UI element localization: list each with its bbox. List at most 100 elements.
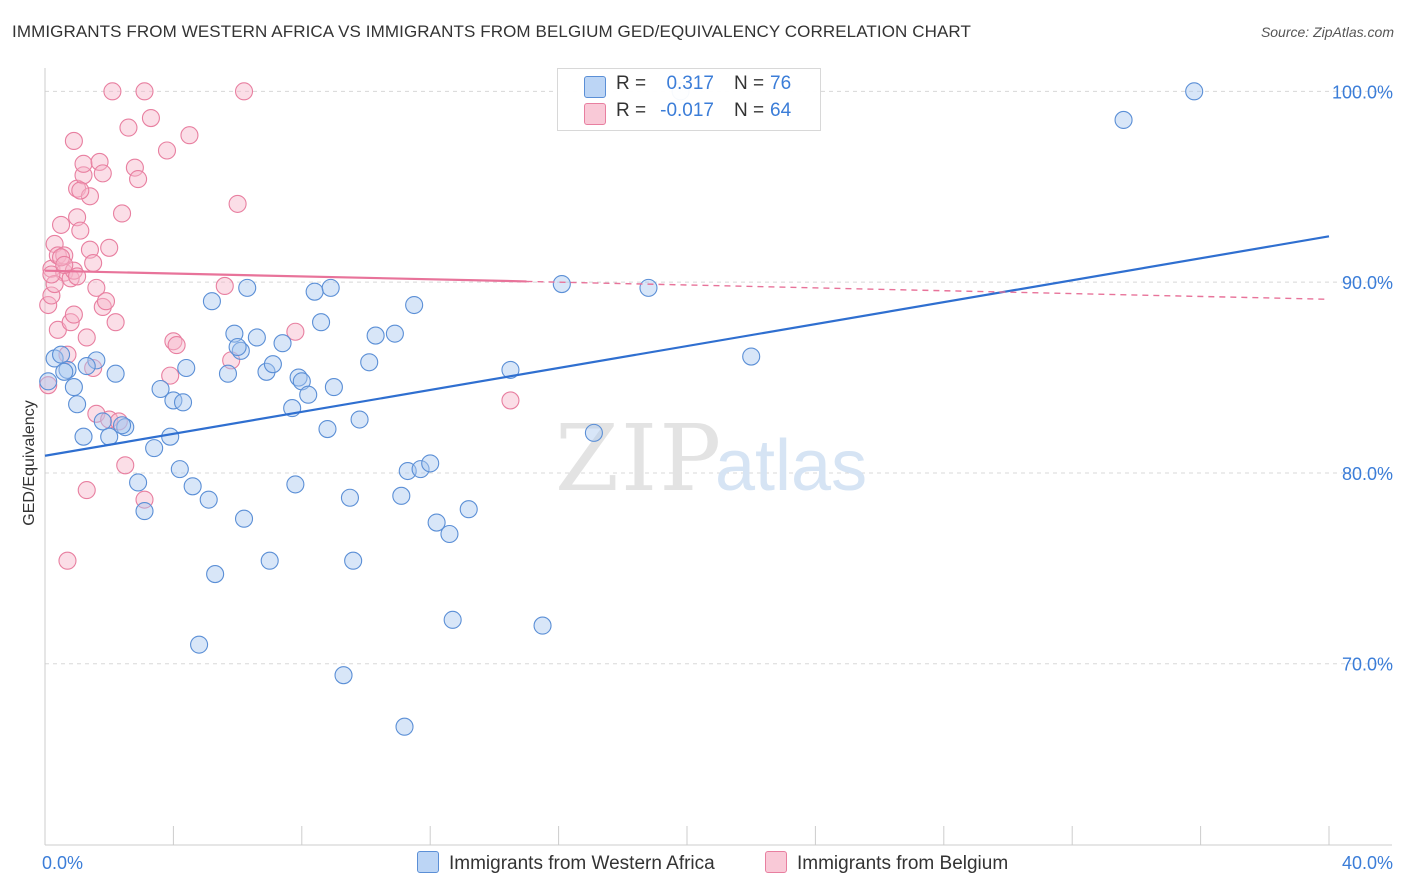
data-point [312,313,331,332]
y-axis-label: GED/Equivalency [21,400,38,525]
data-point [167,336,186,355]
data-point [190,635,209,654]
legend-r-value: 0.317 [666,73,714,94]
data-point [366,326,385,345]
data-point [443,610,462,629]
data-point [116,418,135,437]
data-point [360,353,379,372]
y-tick-label: 70.0% [1342,655,1393,675]
data-point [93,412,112,431]
data-point [286,475,305,494]
data-point [1185,82,1204,101]
legend-swatch-pink [584,103,606,125]
data-point [247,328,266,347]
data-point [129,170,148,189]
data-point [64,305,83,324]
data-point [106,364,125,383]
data-point [112,204,132,223]
data-point [87,278,106,297]
source-label: Source: ZipAtlas.com [1260,24,1394,40]
data-point [51,345,71,364]
data-point [64,131,83,150]
legend-label: Immigrants from Belgium [797,853,1009,874]
data-point [234,82,254,101]
data-point [440,524,459,544]
data-point [106,313,125,332]
data-point [234,509,254,528]
data-point [93,297,112,316]
legend-n-value: 64 [770,100,792,121]
legend-item-belgium: Immigrants from Belgium [765,851,1008,875]
data-point [55,362,74,381]
data-point [321,278,340,297]
data-point [199,490,218,509]
data-point [145,439,164,458]
data-point [411,460,430,479]
data-point [405,295,424,315]
legend-label: Immigrants from Western Africa [449,853,715,874]
data-point [119,118,138,137]
data-point [501,360,520,379]
series-western-africa-points [39,82,1204,736]
data-point [55,255,74,275]
legend-item-western-africa: Immigrants from Western Africa [417,851,715,875]
data-point [501,391,520,410]
legend-swatch-pink [765,851,787,873]
data-point [238,278,257,297]
data-point [100,238,119,257]
legend-n-label: N = [734,73,765,94]
y-tick-label: 80.0% [1342,464,1393,484]
data-point [93,164,112,183]
data-point [183,477,202,496]
data-point [68,208,87,227]
series-belgium-points [39,82,520,570]
data-point [129,473,148,492]
legend-n-label: N = [734,100,765,121]
data-point [421,454,440,473]
data-point [392,486,411,505]
data-point [74,427,93,446]
data-point [260,551,279,570]
legend-r-label: R = [616,73,647,94]
data-point [74,154,93,173]
data-point [39,295,58,315]
legend-r-label: R = [616,100,647,121]
data-point [257,362,276,381]
watermark: ZIP atlas [555,405,867,512]
data-point [225,324,244,343]
data-point [58,360,77,379]
data-point [584,423,603,442]
data-point [218,364,238,383]
correlation-legend: R = 0.317 N = 76 R = -0.017 N = 64 [557,68,821,131]
data-point [173,393,193,412]
data-point [552,274,571,294]
data-point [170,460,189,479]
data-point [206,565,225,584]
legend-swatch-blue [417,851,439,873]
trend-line [44,235,1330,457]
data-point [39,372,58,391]
data-point [215,276,234,296]
data-point [71,181,90,200]
data-point [135,82,154,101]
watermark-zip: ZIP [555,405,723,512]
data-point [157,141,177,160]
data-point [273,334,292,353]
data-point [161,427,180,446]
data-point [58,551,77,570]
data-point [48,246,67,265]
data-point [202,292,221,311]
data-point [64,378,83,397]
legend-swatch-blue [584,76,606,98]
axes [44,68,1392,846]
data-point [459,500,478,519]
data-point [103,82,122,101]
x-tick-label: 0.0% [42,853,83,873]
data-point [385,324,404,343]
data-point [77,481,96,500]
data-point [141,109,160,128]
x-tick-label: 40.0% [1342,853,1393,873]
data-point [1114,110,1133,130]
data-point [305,282,324,301]
